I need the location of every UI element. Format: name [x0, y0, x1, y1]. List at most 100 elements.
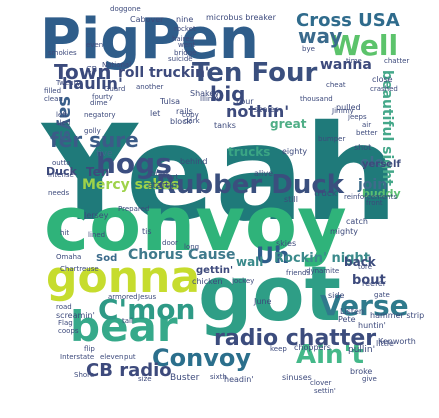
cloud-word: Kenworth: [378, 337, 416, 346]
cloud-word: let: [150, 109, 161, 118]
cloud-word: size: [138, 375, 152, 383]
cloud-word: tail: [122, 317, 133, 325]
cloud-word: back: [344, 255, 376, 269]
cloud-word: lined: [88, 231, 106, 239]
cloud-word: bumper: [318, 135, 346, 143]
cloud-word: even: [86, 41, 104, 49]
cloud-word: coops: [58, 327, 79, 335]
cloud-word: Rockin' night: [274, 251, 370, 266]
cloud-word: catch: [346, 217, 368, 226]
cloud-word: truck: [314, 189, 338, 199]
cloud-word: pulled: [336, 103, 361, 112]
cloud-word: great: [270, 117, 307, 131]
cloud-word: broke: [350, 367, 373, 376]
cloud-word: Listen: [340, 307, 364, 316]
cloud-word: outta: [52, 159, 71, 167]
cloud-word: National: [102, 61, 132, 69]
cloud-word: Town: [54, 60, 112, 84]
cloud-word: left: [56, 111, 68, 119]
cloud-word: scales: [254, 105, 279, 114]
cloud-word: give: [362, 375, 377, 383]
cloud-word: reefer: [362, 279, 386, 288]
cloud-word: yerself: [362, 159, 401, 170]
cloud-word: suicide: [168, 55, 193, 63]
cloud-word: five: [96, 149, 113, 159]
cloud-word: Four: [236, 97, 254, 106]
cloud-word: negatory: [84, 111, 116, 119]
cloud-word: June: [254, 297, 272, 306]
cloud-word: Ten: [86, 165, 110, 179]
cloud-word: skies: [276, 239, 297, 248]
cloud-word: clover: [310, 379, 332, 387]
cloud-word: gettin': [196, 265, 234, 276]
cloud-word: keep: [270, 345, 287, 353]
cloud-word: Convoy: [152, 344, 251, 372]
cloud-word: golly: [84, 127, 101, 135]
cloud-word: startin': [148, 181, 180, 191]
cloud-word: nine: [176, 15, 194, 24]
cloud-word: intense: [48, 171, 74, 179]
cloud-word: Cabover: [130, 15, 164, 24]
cloud-word: dark: [184, 117, 200, 125]
cloud-word: Interstate: [60, 353, 95, 361]
cloud-word: Tulsa: [160, 97, 181, 106]
cloud-word: front: [366, 199, 383, 207]
cloud-word: fer sure: [50, 128, 139, 152]
cloud-word: sinuses: [282, 373, 312, 382]
cloud-word: dynamite: [306, 267, 340, 275]
cloud-word: chicken: [192, 277, 223, 286]
cloud-word: gonna: [46, 252, 201, 303]
cloud-word: doggone: [110, 5, 141, 13]
cloud-word: flip: [84, 345, 95, 353]
cloud-word: Yeah: [42, 97, 399, 251]
cloud-word: copy: [182, 111, 199, 119]
cloud-word: clean: [44, 95, 63, 103]
cloud-word: side: [328, 291, 345, 300]
cloud-word: alive: [254, 169, 274, 178]
cloud-word: Well: [330, 29, 399, 62]
cloud-word: long: [184, 243, 200, 251]
cloud-word: went: [178, 41, 196, 49]
cloud-word: Duck: [46, 165, 77, 178]
cloud-word: bout: [352, 273, 386, 288]
cloud-word: got: [198, 249, 341, 338]
cloud-word: buddy: [362, 187, 401, 200]
cloud-word: CB: [86, 65, 98, 74]
cloud-word: air: [362, 121, 372, 129]
cloud-word: pullin': [348, 345, 376, 355]
cloud-word: Uh: [256, 244, 290, 269]
cloud-word: shot: [354, 143, 372, 152]
cloud-word: road: [56, 303, 72, 311]
cloud-word: little: [376, 339, 394, 348]
cloud-word: wanna: [320, 57, 372, 73]
cloud-word: headin': [224, 375, 254, 384]
cloud-word: ole: [360, 155, 384, 171]
cloud-word: smokies: [48, 49, 77, 57]
cloud-word: CB radio: [86, 360, 172, 381]
cloud-word: tore: [358, 263, 373, 271]
cloud-word: gate: [374, 291, 390, 299]
cloud-word: time: [346, 57, 362, 65]
cloud-word: nothin': [226, 102, 290, 121]
cloud-word: Pig: [40, 7, 141, 72]
cloud-word: Shore: [74, 371, 95, 379]
cloud-word: another: [136, 83, 164, 91]
cloud-word: Sod: [96, 253, 118, 264]
cloud-word: Flag: [58, 319, 73, 327]
cloud-word: roll truckin': [118, 65, 210, 81]
cloud-word: armored: [108, 293, 138, 301]
cloud-word: Cross USA: [296, 10, 400, 31]
cloud-word: cheat: [326, 81, 346, 89]
cloud-word: hogs: [96, 147, 172, 180]
cloud-word: join: [358, 177, 388, 193]
cloud-word: close: [372, 75, 393, 84]
cloud-word: Prepared: [118, 205, 150, 213]
cloud-word: Illinois: [200, 95, 223, 103]
cloud-word: Verse: [320, 289, 409, 322]
cloud-word: Mercy sakes: [82, 177, 180, 193]
cloud-word: Chorus Cause: [128, 247, 236, 263]
cloud-word: way: [298, 24, 343, 48]
cloud-word: choppers: [294, 343, 331, 352]
cloud-word: block: [170, 117, 192, 126]
